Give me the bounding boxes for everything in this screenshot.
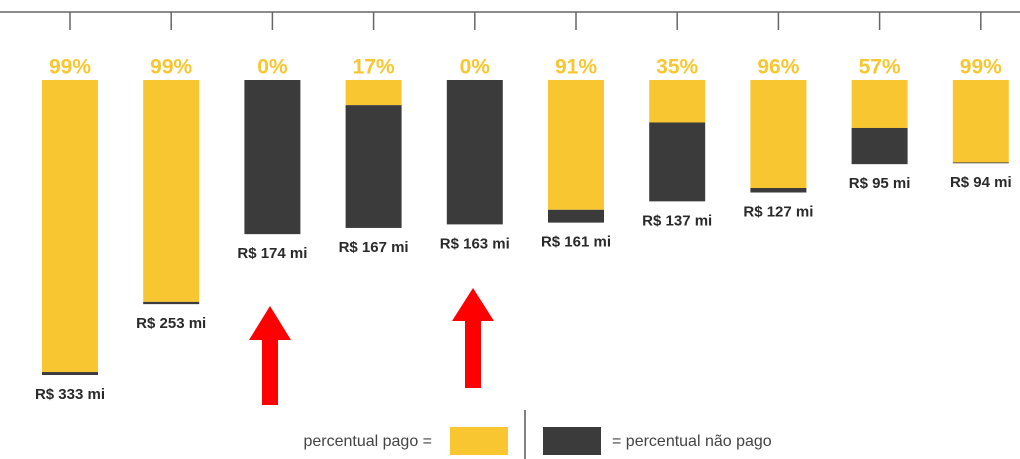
value-label: R$ 167 mi bbox=[339, 239, 409, 256]
percent-label: 96% bbox=[757, 56, 799, 79]
bar-paid bbox=[345, 80, 402, 106]
red-arrow bbox=[452, 288, 494, 388]
value-label: R$ 163 mi bbox=[440, 235, 510, 252]
value-label: R$ 174 mi bbox=[237, 245, 307, 262]
value-label: R$ 253 mi bbox=[136, 315, 206, 332]
bar-unpaid bbox=[851, 127, 908, 165]
arrows bbox=[249, 288, 494, 405]
bar-paid bbox=[42, 80, 98, 373]
bar-unpaid bbox=[42, 372, 98, 375]
bar-unpaid bbox=[345, 105, 402, 228]
bar-paid bbox=[649, 80, 706, 123]
bar-paid bbox=[143, 80, 200, 302]
bar-paid bbox=[750, 80, 807, 189]
percent-label: 35% bbox=[656, 56, 698, 79]
bar-unpaid bbox=[649, 122, 706, 202]
percent-label: 57% bbox=[859, 56, 901, 79]
bar-unpaid bbox=[952, 162, 1009, 164]
value-label: R$ 94 mi bbox=[950, 174, 1012, 191]
legend-swatch bbox=[543, 427, 601, 455]
value-label: R$ 95 mi bbox=[849, 175, 911, 192]
legend-label: percentual pago = bbox=[303, 433, 432, 450]
legend-label: = percentual não pago bbox=[612, 433, 772, 450]
percent-label: 0% bbox=[257, 56, 288, 79]
percent-label: 99% bbox=[150, 56, 192, 79]
bar-unpaid bbox=[750, 188, 807, 193]
value-label: R$ 137 mi bbox=[642, 212, 712, 229]
red-arrow bbox=[249, 306, 291, 405]
value-label: R$ 161 mi bbox=[541, 234, 611, 251]
percent-label: 17% bbox=[353, 56, 395, 79]
percent-label: 91% bbox=[555, 56, 597, 79]
value-label: R$ 333 mi bbox=[35, 386, 105, 403]
bar-paid bbox=[851, 80, 908, 128]
value-label: R$ 127 mi bbox=[743, 203, 813, 220]
bar-paid bbox=[548, 80, 604, 210]
bar-paid bbox=[952, 80, 1009, 163]
legend-swatch bbox=[450, 427, 508, 455]
percent-label: 99% bbox=[49, 56, 91, 79]
percent-label: 0% bbox=[460, 56, 491, 79]
percent-label: 99% bbox=[960, 56, 1002, 79]
bar-unpaid bbox=[446, 80, 503, 225]
bar-unpaid bbox=[244, 80, 301, 235]
bar-unpaid bbox=[548, 209, 604, 223]
bar-unpaid bbox=[143, 301, 200, 305]
